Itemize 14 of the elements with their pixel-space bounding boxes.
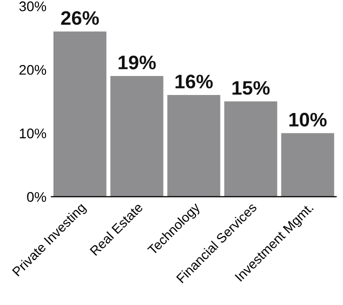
data-label: 10% (289, 112, 327, 127)
y-tick-label: 10% (20, 128, 46, 138)
y-tick-label: 0% (27, 192, 46, 202)
y-tick-label: 20% (19, 64, 46, 75)
data-label: 19% (118, 56, 156, 70)
bar (167, 95, 220, 197)
data-label: 16% (176, 74, 213, 88)
data-label: 26% (61, 11, 99, 25)
y-tick-label: 30% (19, 1, 46, 12)
data-label: 15% (232, 81, 270, 95)
bar (281, 133, 334, 197)
bar (110, 76, 164, 197)
bar (224, 101, 278, 197)
bar (53, 32, 106, 197)
